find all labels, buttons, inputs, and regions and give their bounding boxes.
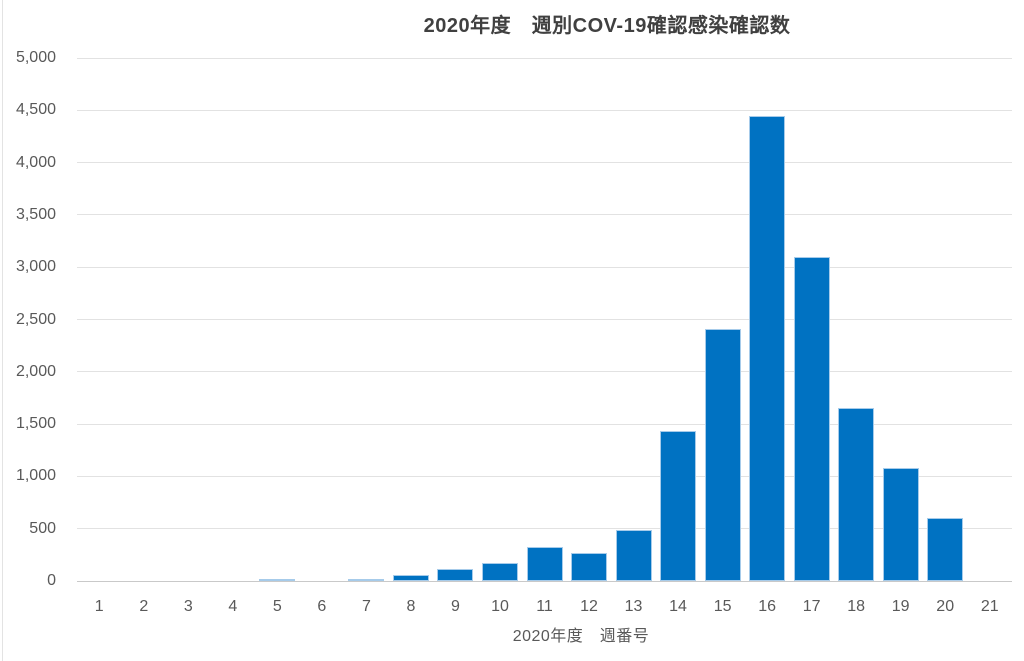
x-tick-label-9: 9 (450, 598, 460, 615)
bar-week-7 (348, 578, 385, 581)
y-tick-label-4500: 4,500 (15, 101, 56, 119)
x-tick-label-5: 5 (272, 598, 282, 615)
gridline-1500 (77, 423, 1012, 425)
gridline-500 (77, 528, 1012, 530)
x-tick-label-6: 6 (317, 598, 327, 615)
y-axis-labels: 0 500 1,000 1,500 2,000 2,500 3,000 3,500 4,000 4… (0, 0, 56, 661)
bar-week-19 (882, 468, 919, 581)
gridline-5000 (77, 57, 1012, 59)
bar-week-10 (481, 563, 518, 581)
x-axis-title: 2020年度 週番号 (512, 628, 650, 645)
x-tick-label-3: 3 (183, 598, 193, 615)
y-tick-label-2000: 2,000 (15, 362, 56, 380)
y-tick-label-3000: 3,000 (15, 258, 56, 276)
y-tick-label-5000: 5,000 (15, 49, 56, 66)
bar-week-15 (704, 328, 741, 581)
gridline-3500 (77, 214, 1012, 216)
x-tick-label-7: 7 (361, 598, 371, 615)
x-tick-label-1: 1 (94, 598, 104, 615)
x-axis-labels: 1 2 3 4 5 6 7 8 9 10 11 12 13 14 15 16 17 18 19 20 21 (77, 598, 1012, 618)
y-tick-label-2500: 2,500 (15, 310, 56, 328)
x-tick-label-4: 4 (228, 598, 238, 615)
x-tick-label-11: 11 (536, 598, 553, 615)
y-tick-label-1500: 1,500 (15, 415, 56, 433)
gridline-4500 (77, 109, 1012, 111)
x-tick-label-2: 2 (139, 598, 149, 615)
x-tick-label-18: 18 (847, 598, 866, 615)
x-tick-label-17: 17 (802, 598, 821, 615)
bar-week-11 (526, 547, 563, 581)
bar-week-12 (571, 552, 608, 581)
y-tick-label-0: 0 (47, 572, 56, 589)
bar-week-5 (259, 578, 296, 581)
x-tick-label-14: 14 (669, 598, 687, 615)
gridline-3000 (77, 266, 1012, 268)
plot-area (77, 57, 1012, 582)
y-tick-label-4000: 4,000 (15, 153, 56, 171)
y-tick-label-500: 500 (29, 519, 56, 537)
gridline-2000 (77, 371, 1012, 373)
bar-week-16 (749, 115, 786, 581)
x-tick-label-8: 8 (406, 598, 416, 615)
y-tick-label-3500: 3,500 (15, 205, 56, 223)
x-tick-label-19: 19 (891, 598, 910, 615)
x-tick-label-13: 13 (624, 598, 643, 615)
gridline-1000 (77, 475, 1012, 477)
chart-area-border (2, 0, 3, 661)
x-axis-line (77, 580, 1012, 582)
x-tick-label-12: 12 (580, 598, 598, 615)
y-tick-label-1000: 1,000 (15, 467, 56, 485)
bar-week-13 (615, 529, 652, 581)
bar-week-14 (660, 431, 697, 581)
chart-title: 2020年度 週別COV-19確認感染確認数 (423, 15, 791, 37)
x-tick-label-15: 15 (713, 598, 732, 615)
x-tick-label-16: 16 (758, 598, 776, 615)
bar-week-8 (392, 575, 429, 581)
x-tick-label-10: 10 (491, 598, 509, 615)
x-tick-label-21: 21 (980, 598, 999, 615)
gridline-4000 (77, 162, 1012, 164)
bar-week-17 (793, 256, 830, 581)
bar-week-18 (838, 408, 875, 581)
bar-week-20 (927, 518, 964, 581)
gridline-2500 (77, 319, 1012, 320)
bar-week-9 (437, 568, 474, 581)
x-tick-label-20: 20 (936, 598, 955, 615)
